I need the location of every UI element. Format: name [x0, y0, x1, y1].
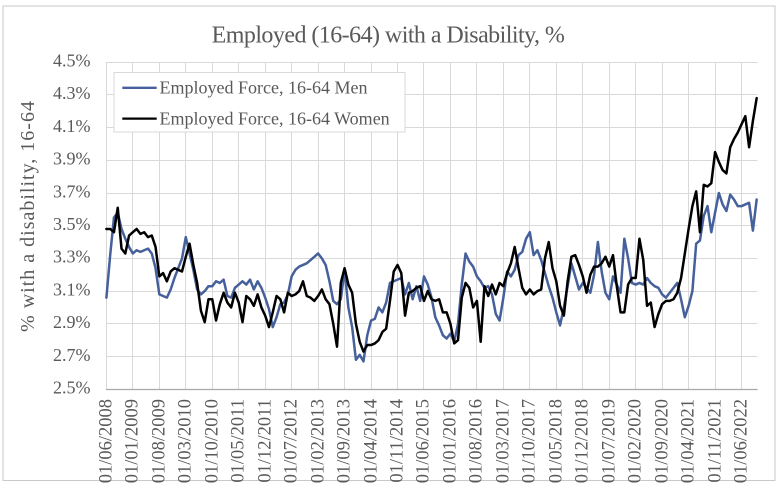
svg-text:Employed (16-64) with a Disabi: Employed (16-64) with a Disability, % — [212, 23, 565, 49]
svg-text:01/11/2021: 01/11/2021 — [706, 399, 726, 483]
svg-text:01/09/2013: 01/09/2013 — [335, 399, 355, 483]
svg-text:01/08/2016: 01/08/2016 — [467, 399, 487, 483]
svg-text:3.7%: 3.7% — [53, 181, 91, 201]
svg-text:01/11/2014: 01/11/2014 — [388, 399, 408, 483]
svg-text:4.1%: 4.1% — [53, 116, 91, 136]
svg-text:2.9%: 2.9% — [53, 312, 91, 332]
svg-text:01/02/2013: 01/02/2013 — [309, 399, 329, 483]
svg-text:01/03/2010: 01/03/2010 — [176, 399, 196, 483]
svg-text:01/01/2016: 01/01/2016 — [441, 399, 461, 483]
svg-text:01/02/2020: 01/02/2020 — [626, 399, 646, 483]
svg-text:01/09/2020: 01/09/2020 — [653, 399, 673, 483]
svg-text:01/12/2018: 01/12/2018 — [573, 399, 593, 483]
svg-text:01/08/2009: 01/08/2009 — [150, 399, 170, 483]
svg-text:3.9%: 3.9% — [53, 149, 91, 169]
svg-text:01/06/2022: 01/06/2022 — [732, 399, 752, 483]
svg-text:3.3%: 3.3% — [53, 247, 91, 267]
svg-text:01/04/2014: 01/04/2014 — [362, 399, 382, 483]
svg-text:01/05/2011: 01/05/2011 — [229, 399, 249, 483]
svg-text:2.7%: 2.7% — [53, 345, 91, 365]
svg-text:01/06/2008: 01/06/2008 — [97, 399, 117, 483]
svg-text:01/07/2019: 01/07/2019 — [600, 399, 620, 483]
svg-text:01/07/2012: 01/07/2012 — [282, 399, 302, 483]
svg-text:01/12/2011: 01/12/2011 — [256, 399, 276, 483]
svg-text:4.3%: 4.3% — [53, 83, 91, 103]
svg-text:01/06/2015: 01/06/2015 — [414, 399, 434, 483]
svg-text:01/05/2018: 01/05/2018 — [547, 399, 567, 483]
svg-text:Employed Force, 16-64 Women: Employed Force, 16-64 Women — [160, 108, 390, 128]
svg-text:01/10/2017: 01/10/2017 — [520, 399, 540, 483]
svg-text:4.5%: 4.5% — [53, 51, 91, 71]
svg-text:% with a disability, 16-64: % with a disability, 16-64 — [17, 100, 39, 332]
svg-text:01/04/2021: 01/04/2021 — [679, 399, 699, 483]
svg-text:3.5%: 3.5% — [53, 214, 91, 234]
svg-text:01/03/2017: 01/03/2017 — [494, 399, 514, 483]
svg-text:3.1%: 3.1% — [53, 279, 91, 299]
svg-text:2.5%: 2.5% — [53, 378, 91, 398]
svg-text:01/01/2009: 01/01/2009 — [123, 399, 143, 483]
svg-text:01/10/2010: 01/10/2010 — [203, 399, 223, 483]
svg-text:Employed Force, 16-64 Men: Employed Force, 16-64 Men — [160, 78, 368, 98]
